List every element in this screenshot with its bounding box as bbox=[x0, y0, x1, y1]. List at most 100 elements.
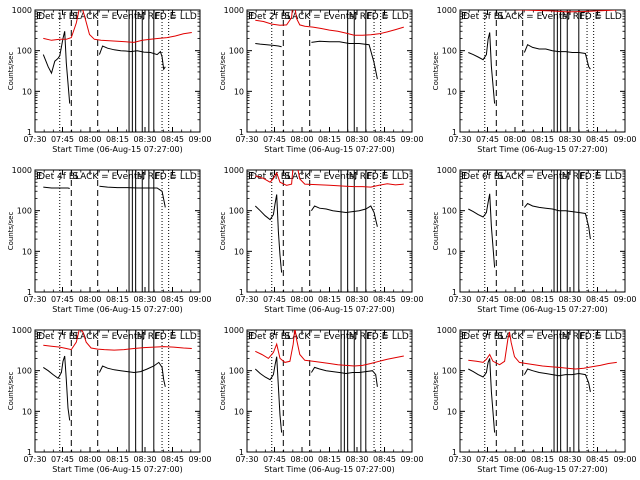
marker-label: M bbox=[349, 331, 358, 342]
marker-label: E bbox=[36, 331, 42, 342]
x-tick-label: 07:45 bbox=[263, 455, 286, 464]
events-series-line bbox=[255, 43, 282, 48]
x-tick-label: 08:30 bbox=[558, 295, 581, 304]
x-tick-label: 08:30 bbox=[133, 295, 156, 304]
marker-label: F bbox=[580, 11, 586, 22]
marker-label: E bbox=[36, 171, 42, 182]
y-tick-label: 1000 bbox=[224, 6, 244, 15]
marker-label: E bbox=[382, 11, 388, 22]
x-axis-label: Start Time (06-Aug-15 07:27:00) bbox=[477, 145, 608, 154]
marker-label: M bbox=[137, 331, 146, 342]
y-tick-label: 1 bbox=[452, 288, 457, 297]
y-tick-label: 100 bbox=[17, 207, 32, 216]
x-tick-label: 08:15 bbox=[318, 135, 341, 144]
x-tick-label: 07:45 bbox=[263, 135, 286, 144]
x-tick-label: 08:30 bbox=[133, 135, 156, 144]
y-axis-label: Counts/sec bbox=[432, 52, 440, 91]
x-tick-label: 08:45 bbox=[373, 295, 396, 304]
y-tick-label: 100 bbox=[17, 367, 32, 376]
marker-label: F bbox=[155, 331, 161, 342]
y-tick-label: 1 bbox=[27, 288, 32, 297]
x-tick-label: 09:00 bbox=[188, 455, 211, 464]
x-tick-label: 08:30 bbox=[345, 295, 368, 304]
y-tick-label: 1 bbox=[239, 288, 244, 297]
marker-label: F bbox=[580, 171, 586, 182]
x-tick-label: 07:45 bbox=[51, 295, 74, 304]
marker-label: E bbox=[36, 11, 42, 22]
marker-label: E bbox=[382, 331, 388, 342]
marker-label: F bbox=[155, 11, 161, 22]
panel-title: Det 7f BLACK = Events, RED = LLD bbox=[38, 332, 197, 342]
y-axis-label: Counts/sec bbox=[219, 372, 227, 411]
events-series-line bbox=[524, 202, 591, 240]
x-tick-label: 07:45 bbox=[51, 135, 74, 144]
marker-label: E bbox=[382, 171, 388, 182]
panel-3: Det 3f BLACK = Events, RED = LLD 1 10 100 10… bbox=[432, 6, 637, 154]
marker-label: E bbox=[595, 331, 601, 342]
lld-series-line bbox=[43, 10, 192, 43]
events-series-line bbox=[468, 193, 496, 268]
y-tick-label: 100 bbox=[442, 47, 457, 56]
y-tick-label: 1 bbox=[452, 448, 457, 457]
y-axis-label: Counts/sec bbox=[7, 52, 15, 91]
x-axis-label: Start Time (06-Aug-15 07:27:00) bbox=[52, 465, 183, 474]
marker-label: E bbox=[170, 331, 176, 342]
x-tick-label: 09:00 bbox=[400, 455, 423, 464]
x-tick-label: 09:00 bbox=[400, 135, 423, 144]
lld-series-line bbox=[468, 331, 617, 370]
x-tick-label: 08:45 bbox=[161, 295, 184, 304]
marker-label: S bbox=[72, 11, 78, 22]
panel-title: Det 3f BLACK = Events, RED = LLD bbox=[463, 12, 622, 22]
marker-label: E bbox=[461, 331, 467, 342]
y-tick-label: 10 bbox=[234, 407, 244, 416]
marker-label: S bbox=[497, 11, 503, 22]
y-tick-label: 10 bbox=[447, 87, 457, 96]
marker-label: S bbox=[284, 11, 290, 22]
x-tick-label: 08:00 bbox=[503, 455, 526, 464]
marker-label: M bbox=[349, 171, 358, 182]
panel-title: Det 9f BLACK = Events, RED = LLD bbox=[463, 332, 622, 342]
events-series-line bbox=[254, 356, 283, 433]
marker-label: S bbox=[284, 331, 290, 342]
x-tick-label: 07:45 bbox=[476, 295, 499, 304]
marker-label: S bbox=[497, 331, 503, 342]
x-tick-label: 08:00 bbox=[503, 135, 526, 144]
x-tick-label: 09:00 bbox=[613, 135, 636, 144]
lld-series-line bbox=[255, 10, 404, 36]
x-tick-label: 08:15 bbox=[531, 135, 554, 144]
y-tick-label: 1000 bbox=[224, 326, 244, 335]
marker-label: F bbox=[367, 171, 373, 182]
panel-title: Det 6f BLACK = Events, RED = LLD bbox=[463, 172, 622, 182]
marker-label: S bbox=[72, 331, 78, 342]
y-tick-label: 1000 bbox=[12, 6, 32, 15]
x-tick-label: 08:15 bbox=[106, 455, 129, 464]
x-tick-label: 08:15 bbox=[318, 455, 341, 464]
y-axis-label: Counts/sec bbox=[219, 52, 227, 91]
y-tick-label: 10 bbox=[447, 407, 457, 416]
events-series-line bbox=[523, 368, 591, 392]
events-series-line bbox=[468, 32, 496, 104]
panel-4: Det 4f BLACK = Events, RED = LLD 1 10 100 10… bbox=[7, 166, 212, 314]
marker-label: E bbox=[248, 11, 254, 22]
x-tick-label: 08:15 bbox=[106, 295, 129, 304]
panel-title: Det 1f BLACK = Events, RED = LLD bbox=[38, 12, 197, 22]
x-tick-label: 08:00 bbox=[290, 455, 313, 464]
x-tick-label: 09:00 bbox=[400, 295, 423, 304]
x-tick-label: 08:30 bbox=[345, 135, 368, 144]
lld-series-line bbox=[255, 170, 404, 188]
events-series-line bbox=[310, 366, 378, 387]
x-tick-label: 07:30 bbox=[23, 135, 46, 144]
y-tick-label: 100 bbox=[229, 367, 244, 376]
x-tick-label: 07:30 bbox=[448, 135, 471, 144]
marker-label: E bbox=[595, 171, 601, 182]
x-tick-label: 08:00 bbox=[290, 295, 313, 304]
y-tick-label: 1000 bbox=[12, 166, 32, 175]
panel-6: Det 6f BLACK = Events, RED = LLD 1 10 100 10… bbox=[432, 166, 637, 314]
y-tick-label: 1 bbox=[239, 448, 244, 457]
x-tick-label: 08:30 bbox=[558, 455, 581, 464]
x-tick-label: 08:30 bbox=[558, 135, 581, 144]
y-tick-label: 1 bbox=[27, 128, 32, 137]
y-tick-label: 10 bbox=[22, 247, 32, 256]
x-axis-label: Start Time (06-Aug-15 07:27:00) bbox=[477, 465, 608, 474]
